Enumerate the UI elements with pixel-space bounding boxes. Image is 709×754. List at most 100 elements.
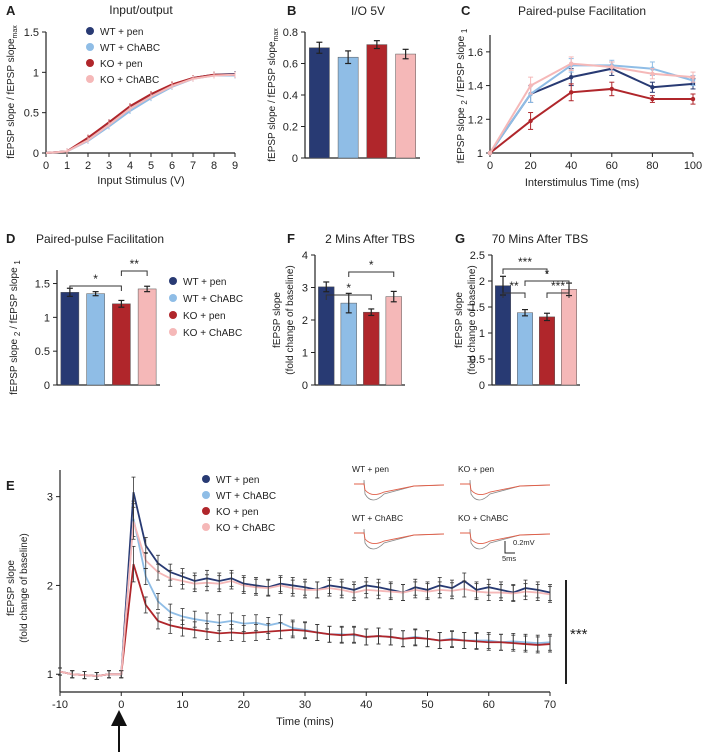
y-tick-label: 2 [302,315,308,327]
bar [495,285,511,386]
scale-bar [504,541,515,554]
inset-trace-post [354,532,445,544]
y-tick-label: 0 [44,380,50,392]
data-point [690,96,696,102]
bar [363,311,380,386]
legend-entry: KO + pen [100,59,143,70]
x-tick-label: 20 [238,699,250,711]
y-axis-label: fEPSP slope [6,560,17,616]
x-tick-label: 40 [565,160,577,172]
x-tick-label: 60 [483,699,495,711]
bar [60,292,80,386]
bar [337,56,359,159]
y-tick-label: 1 [44,312,50,324]
x-tick-label: 1 [64,160,70,172]
y-tick-label: 0.2 [283,122,298,134]
series-line [489,67,694,154]
x-tick-label: 8 [211,160,217,172]
significance-bracket [348,271,395,277]
x-tick-label: 9 [232,160,238,172]
bar [137,288,157,386]
bar [561,289,577,386]
series-line [45,73,235,154]
y-tick-label: 0 [302,380,308,392]
data-point [528,118,533,124]
y-tick-label: 2 [479,276,485,288]
inset-label: WT + ChABC [352,513,403,523]
legend-marker [202,507,210,515]
inset-trace-baseline [354,528,445,550]
chart-title: Paired-pulse Facilitation [36,232,164,246]
series-line [489,64,694,154]
y-tick-label: 1 [477,148,483,160]
scale-label: 0.2mV [513,538,535,547]
tbs-arrow-icon [111,710,127,752]
legend-marker [169,294,177,302]
significance-bracket [524,280,570,286]
chart-title: I/O 5V [351,4,385,18]
y-tick-label: 1.4 [468,81,483,93]
legend-entry: KO + pen [183,311,226,322]
x-tick-label: 5 [148,160,154,172]
legend-entry: WT + pen [183,277,226,288]
inset-trace-baseline [354,479,445,501]
bar [340,302,357,386]
legend-entry: WT + pen [216,475,259,486]
x-axis-label: Time (mins) [276,716,334,728]
significance-bracket [546,292,570,298]
series-line [489,62,694,154]
x-tick-label: 80 [646,160,658,172]
legend-marker [202,475,210,483]
legend-marker [169,311,177,319]
y-axis-label: fEPSP slope 2 / fEPSP slope 1 [456,28,469,163]
y-axis-label: fEPSP slope [454,292,465,348]
x-axis-label: Interstimulus Time (ms) [525,177,639,189]
legend-marker [169,277,177,285]
x-tick-label: 70 [544,699,556,711]
y-axis-label: fEPSP slope 2 / fEPSP slope 1 [9,260,22,395]
legend-marker [86,59,94,67]
significance-label: *** [551,279,565,293]
significance-label: * [93,272,98,286]
x-tick-label: 100 [684,160,702,172]
data-point [650,96,655,102]
x-tick-label: 10 [176,699,188,711]
inset-trace-post [460,532,551,544]
y-tick-label: 0.5 [24,108,39,120]
bar [309,47,330,159]
inset-label: WT + pen [352,464,389,474]
y-tick-label: 0 [479,380,485,392]
y-tick-label: 0.5 [470,354,485,366]
inset-trace-baseline [460,479,551,501]
data-point [609,64,614,70]
x-tick-label: 60 [606,160,618,172]
bar [517,312,533,386]
series-line [489,87,693,154]
legend-entry: KO + pen [216,507,259,518]
data-point [690,74,696,80]
x-tick-label: 7 [190,160,196,172]
panel-letter: E [6,478,15,493]
y-tick-label: 0 [33,148,39,160]
significance-bracket [69,285,122,291]
legend-entry: KO + ChABC [100,75,159,86]
x-tick-label: 40 [360,699,372,711]
chart-title: Input/output [109,3,173,17]
y-tick-label: 1.5 [470,302,485,314]
significance-label: *** [518,255,532,269]
significance-label: * [545,267,550,281]
data-point [487,150,493,156]
legend-entry: WT + ChABC [100,43,160,54]
y-tick-label: 3 [47,492,53,504]
data-point [650,85,655,90]
x-tick-label: 2 [85,160,91,172]
bar [366,44,388,159]
y-axis-label: fEPSP slope [272,292,283,348]
y-tick-label: 2 [47,580,53,592]
x-tick-label: 20 [524,160,536,172]
legend-entry: KO + ChABC [183,328,242,339]
y-tick-label: 1 [302,348,308,360]
panel-g-bar-chart: 70 Mins After TBS 0 0.5 1 1.5 2 2.5 fEPSP slope… [454,232,588,392]
panel-letter: D [6,231,15,246]
